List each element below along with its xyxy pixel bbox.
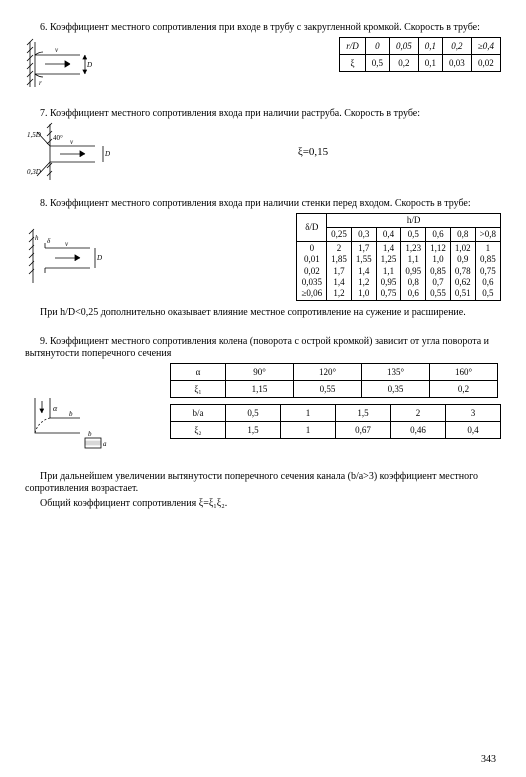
t6-r2-c5: 0,02 [471, 54, 500, 71]
section-7-title: 7. Коэффициент местного сопротивления вх… [25, 108, 501, 121]
svg-text:1,5D: 1,5D [27, 131, 41, 139]
t6-r2-c2: 0,2 [390, 54, 419, 71]
t6-r1-c4: 0,2 [443, 37, 472, 54]
t9a-v3: 0,2 [430, 380, 498, 397]
section-7: 7. Коэффициент местного сопротивления вх… [25, 108, 501, 183]
t9b-c2: 1,5 [336, 404, 391, 421]
svg-text:δ: δ [47, 237, 51, 245]
diagram-9: α b b a [25, 393, 115, 463]
svg-text:v: v [55, 46, 59, 54]
t8-labels: 0 0,01 0,02 0,035 ≥0,06 [297, 242, 327, 301]
t8-col2: 1,4 1,25 1,1 0,95 0,75 [376, 242, 401, 301]
t8-c1: 0,3 [351, 227, 376, 241]
formula-7: ξ=0,15 [125, 146, 501, 158]
t8-col4: 1,12 1,0 0,85 0,7 0,55 [426, 242, 451, 301]
table-9a: α 90° 120° 135° 160° ξ₁ 1,15 0,55 0,35 0… [170, 363, 498, 398]
svg-text:a: a [103, 440, 107, 448]
t6-r2-c3: 0,1 [418, 54, 442, 71]
table-9b: b/a 0,5 1 1,5 2 3 ξ₂ 1,5 1 0,67 0,46 0,4 [170, 404, 501, 439]
page-number: 343 [481, 754, 496, 765]
table-8: δ/D h/D 0,25 0,3 0,4 0,5 0,6 0,8 >0,8 0 … [296, 213, 501, 302]
t9b-c3: 2 [391, 404, 446, 421]
table-6: r/D 0 0,05 0,1 0,2 ≥0,4 ξ 0,5 0,2 0,1 0,… [339, 37, 501, 72]
t9b-c4: 3 [446, 404, 501, 421]
t9a-c3: 160° [430, 363, 498, 380]
t9b-v1: 1 [281, 421, 336, 438]
t9a-c0: 90° [226, 363, 294, 380]
svg-text:b: b [88, 430, 92, 438]
svg-text:D: D [104, 150, 110, 158]
t8-col3: 1,23 1,1 0,95 0,8 0,6 [401, 242, 426, 301]
t9b-v2: 0,67 [336, 421, 391, 438]
t8-col5: 1,02 0,9 0,78 0,62 0,51 [450, 242, 475, 301]
t8-c5: 0,8 [450, 227, 475, 241]
section-9: 9. Коэффициент местного сопротивления ко… [25, 336, 501, 511]
t8-rowhdr: δ/D [297, 213, 327, 242]
section-6-title: 6. Коэффициент местного сопротивления пр… [25, 22, 501, 35]
t9b-r2-label: ξ₂ [171, 421, 226, 438]
section-9-title: 9. Коэффициент местного сопротивления ко… [25, 336, 501, 361]
t8-c2: 0,4 [376, 227, 401, 241]
t8-c4: 0,6 [426, 227, 451, 241]
t9b-v0: 1,5 [226, 421, 281, 438]
t8-c6: >0,8 [475, 227, 500, 241]
t9b-v3: 0,46 [391, 421, 446, 438]
svg-text:b: b [69, 410, 73, 418]
section-6: 6. Коэффициент местного сопротивления пр… [25, 22, 501, 92]
t8-col1: 1,7 1,55 1,4 1,2 1,0 [351, 242, 376, 301]
svg-text:D: D [96, 254, 102, 262]
svg-text:α: α [53, 404, 58, 413]
t6-r1-c1: 0 [365, 37, 389, 54]
t9a-v1: 0,55 [294, 380, 362, 397]
diagram-7: v D 1,5D 0,3D 40° [25, 122, 115, 182]
section-8: 8. Коэффициент местного сопротивления вх… [25, 198, 501, 320]
t9a-c1: 120° [294, 363, 362, 380]
t6-r1-c5: ≥0,4 [471, 37, 500, 54]
t9a-v2: 0,35 [362, 380, 430, 397]
t8-col0: 2 1,85 1,7 1,4 1,2 [327, 242, 352, 301]
diagram-8: h δ v D [25, 228, 105, 288]
t9b-v4: 0,4 [446, 421, 501, 438]
svg-text:40°: 40° [53, 134, 63, 142]
svg-text:0,3D: 0,3D [27, 168, 41, 176]
svg-text:r: r [39, 79, 42, 87]
t9a-v0: 1,15 [226, 380, 294, 397]
t6-r2-c1: 0,5 [365, 54, 389, 71]
t6-r1-label: r/D [340, 37, 366, 54]
section-8-title: 8. Коэффициент местного сопротивления вх… [25, 198, 501, 211]
svg-text:h: h [35, 234, 39, 242]
t9a-c2: 135° [362, 363, 430, 380]
t8-c0: 0,25 [327, 227, 352, 241]
svg-text:v: v [70, 138, 74, 146]
t8-col6: 1 0,85 0,75 0,6 0,5 [475, 242, 500, 301]
svg-text:D: D [86, 61, 92, 69]
t9a-r1-label: α [171, 363, 226, 380]
t9b-c1: 1 [281, 404, 336, 421]
t6-r2-c4: 0,03 [443, 54, 472, 71]
t9b-r1-label: b/a [171, 404, 226, 421]
diagram-6: v D r [25, 37, 95, 92]
t6-r1-c3: 0,1 [418, 37, 442, 54]
section-9-note2: Общий коэффициент сопротивления ξ=ξ₁ξ₂. [25, 498, 501, 511]
t8-colhdr: h/D [327, 213, 501, 227]
t9b-c0: 0,5 [226, 404, 281, 421]
t8-c3: 0,5 [401, 227, 426, 241]
t6-r2-label: ξ [340, 54, 366, 71]
section-8-note: При h/D<0,25 дополнительно оказывает вли… [25, 307, 501, 320]
svg-text:v: v [65, 240, 69, 248]
t6-r1-c2: 0,05 [390, 37, 419, 54]
section-9-note1: При дальнейшем увеличении вытянутости по… [25, 471, 501, 496]
t9a-r2-label: ξ₁ [171, 380, 226, 397]
